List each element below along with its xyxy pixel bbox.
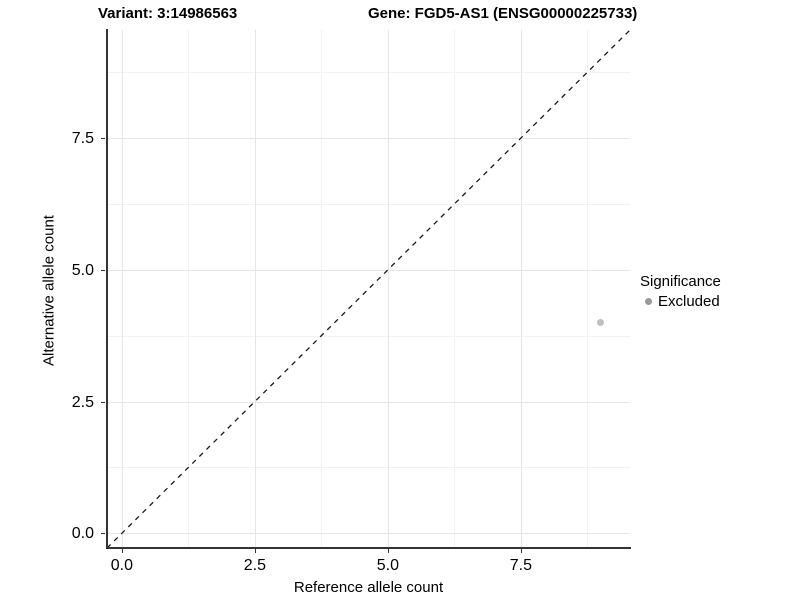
x-axis-line	[106, 547, 631, 549]
legend-title: Significance	[640, 273, 721, 290]
x-tick-mark	[387, 549, 389, 553]
x-tick-label: 0.0	[110, 557, 134, 574]
x-tick-mark	[254, 549, 256, 553]
gridline-minor-vertical	[454, 30, 456, 548]
identity-reference-line	[107, 30, 630, 548]
y-tick-label: 7.5	[71, 130, 94, 147]
gridline-minor-horizontal	[107, 335, 630, 337]
plot-panel	[107, 30, 630, 548]
legend-item[interactable]: Excluded	[640, 292, 721, 311]
variant-title: Variant: 3:14986563	[98, 5, 238, 22]
x-tick-mark	[121, 549, 123, 553]
x-tick-mark	[520, 549, 522, 553]
y-tick-label: 5.0	[71, 261, 94, 279]
gridline-minor-horizontal	[107, 467, 630, 469]
gridline-minor-vertical	[321, 30, 323, 548]
legend-circle-icon	[640, 294, 656, 310]
gene-title: Gene: FGD5-AS1 (ENSG00000225733)	[368, 5, 638, 22]
x-tick-label: 7.5	[509, 557, 533, 574]
plot-title-row: Variant: 3:14986563 Gene: FGD5-AS1 (ENSG…	[0, 2, 800, 26]
gridline-minor-horizontal	[107, 203, 630, 205]
legend: Significance Excluded	[640, 272, 721, 311]
y-axis-line	[106, 29, 108, 549]
legend-item-label: Excluded	[658, 293, 720, 310]
y-tick-mark	[101, 138, 105, 139]
y-tick-mark	[101, 401, 105, 403]
y-axis-label: Alternative allele count	[40, 215, 58, 366]
y-tick-label: 2.5	[71, 393, 94, 411]
gridline-major-vertical	[520, 30, 522, 548]
gridline-major-horizontal	[107, 138, 630, 139]
gridline-minor-vertical	[587, 30, 589, 548]
legend-items: Excluded	[640, 292, 721, 311]
gridline-major-vertical	[121, 30, 123, 548]
y-tick-mark	[101, 269, 105, 271]
x-tick-label: 5.0	[376, 557, 400, 574]
x-axis-label: Reference allele count	[293, 579, 444, 596]
gridline-major-horizontal	[107, 533, 630, 535]
y-tick-mark	[101, 533, 105, 535]
y-tick-label: 0.0	[71, 525, 94, 543]
data-point[interactable]	[597, 319, 605, 326]
gridline-major-horizontal	[107, 401, 630, 403]
gridline-minor-horizontal	[107, 72, 630, 74]
gridline-major-horizontal	[107, 269, 630, 271]
gridline-major-vertical	[387, 30, 389, 548]
gridline-major-vertical	[254, 30, 256, 548]
gridline-minor-vertical	[188, 30, 190, 548]
x-tick-label: 2.5	[243, 557, 267, 574]
